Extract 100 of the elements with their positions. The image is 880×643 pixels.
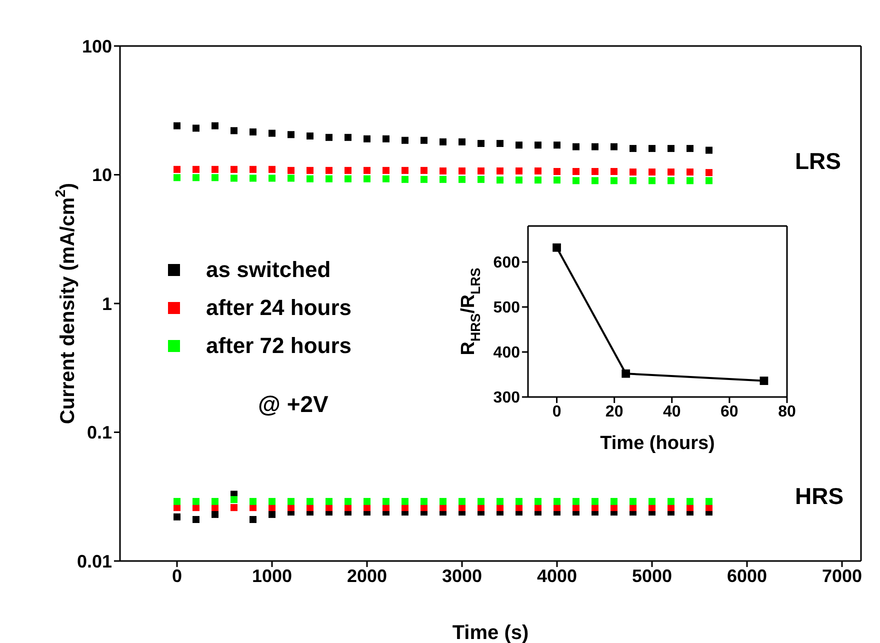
point	[554, 176, 560, 184]
point	[516, 498, 522, 505]
point	[534, 176, 542, 184]
point	[192, 498, 200, 505]
point	[622, 369, 630, 378]
point	[192, 174, 200, 182]
y-tick-label: 10	[92, 165, 112, 186]
point	[402, 166, 408, 174]
point	[268, 130, 276, 137]
point	[326, 498, 332, 505]
point	[364, 135, 370, 142]
point	[268, 498, 276, 505]
point	[668, 168, 674, 176]
point	[326, 175, 332, 182]
point	[344, 166, 352, 174]
point	[268, 166, 276, 173]
y-tick-label: 400	[493, 344, 520, 362]
point	[668, 177, 674, 184]
point	[630, 168, 636, 176]
point	[706, 169, 712, 176]
point	[440, 176, 446, 183]
point	[478, 167, 484, 174]
point	[496, 176, 504, 184]
point	[212, 166, 218, 173]
point	[630, 498, 636, 505]
point	[554, 498, 560, 505]
point	[250, 498, 256, 505]
y-tick-label: 1	[102, 294, 112, 314]
point	[648, 498, 656, 505]
point	[250, 166, 256, 173]
y-tick-label: 600	[493, 254, 520, 272]
x-tick-label: 6000	[726, 566, 768, 586]
point	[610, 168, 618, 175]
point	[496, 140, 504, 147]
point	[458, 167, 466, 174]
point	[344, 498, 352, 505]
x-tick-label: 40	[662, 403, 681, 420]
point	[306, 498, 314, 505]
annotation: @ +2V	[258, 391, 328, 418]
point	[648, 144, 656, 152]
point	[268, 510, 276, 518]
point	[212, 510, 218, 518]
point	[496, 167, 504, 174]
point	[250, 516, 256, 524]
point	[516, 176, 522, 184]
point	[402, 136, 408, 144]
point	[420, 166, 428, 174]
point	[174, 122, 180, 130]
point	[668, 144, 674, 152]
x-axis-title: Time (hours)	[600, 433, 715, 454]
point	[364, 498, 370, 505]
point	[458, 138, 466, 146]
point	[364, 175, 370, 182]
legend-label: after 24 hours	[206, 295, 352, 321]
point	[592, 168, 598, 175]
point	[174, 498, 180, 505]
point	[382, 135, 390, 142]
x-tick-label: 1000	[252, 566, 292, 586]
point	[554, 168, 560, 175]
point	[706, 177, 712, 184]
y-tick-label: 300	[493, 390, 520, 407]
point	[534, 167, 542, 174]
point	[610, 143, 618, 150]
point	[534, 142, 542, 149]
point	[572, 177, 580, 184]
y-tick-label: 500	[493, 300, 520, 317]
x-tick-label: 60	[720, 403, 738, 420]
annotation: HRS	[795, 483, 844, 510]
point	[192, 166, 200, 173]
point	[230, 496, 238, 504]
point	[174, 513, 180, 520]
x-tick-label: 7000	[822, 566, 862, 586]
point	[326, 166, 332, 174]
x-tick-label: 0	[552, 403, 562, 420]
point	[402, 498, 408, 505]
legend-label: as switched	[206, 257, 331, 283]
point	[174, 174, 180, 182]
point	[592, 498, 598, 505]
point	[706, 498, 712, 505]
point	[382, 175, 390, 182]
point	[554, 142, 560, 149]
point	[288, 174, 294, 182]
point	[572, 143, 580, 150]
x-tick-label: 80	[778, 403, 796, 420]
point	[648, 168, 656, 176]
point	[230, 127, 238, 134]
point	[458, 176, 466, 183]
point	[402, 176, 408, 183]
point	[212, 174, 218, 182]
point	[420, 176, 428, 183]
point	[382, 166, 390, 174]
point	[706, 146, 712, 154]
x-tick-label: 0	[172, 566, 182, 586]
point	[760, 376, 768, 385]
point	[648, 177, 656, 184]
point	[572, 498, 580, 505]
annotation: LRS	[795, 148, 841, 175]
point	[306, 175, 314, 182]
x-tick-label: 20	[605, 403, 624, 420]
point	[364, 166, 370, 174]
